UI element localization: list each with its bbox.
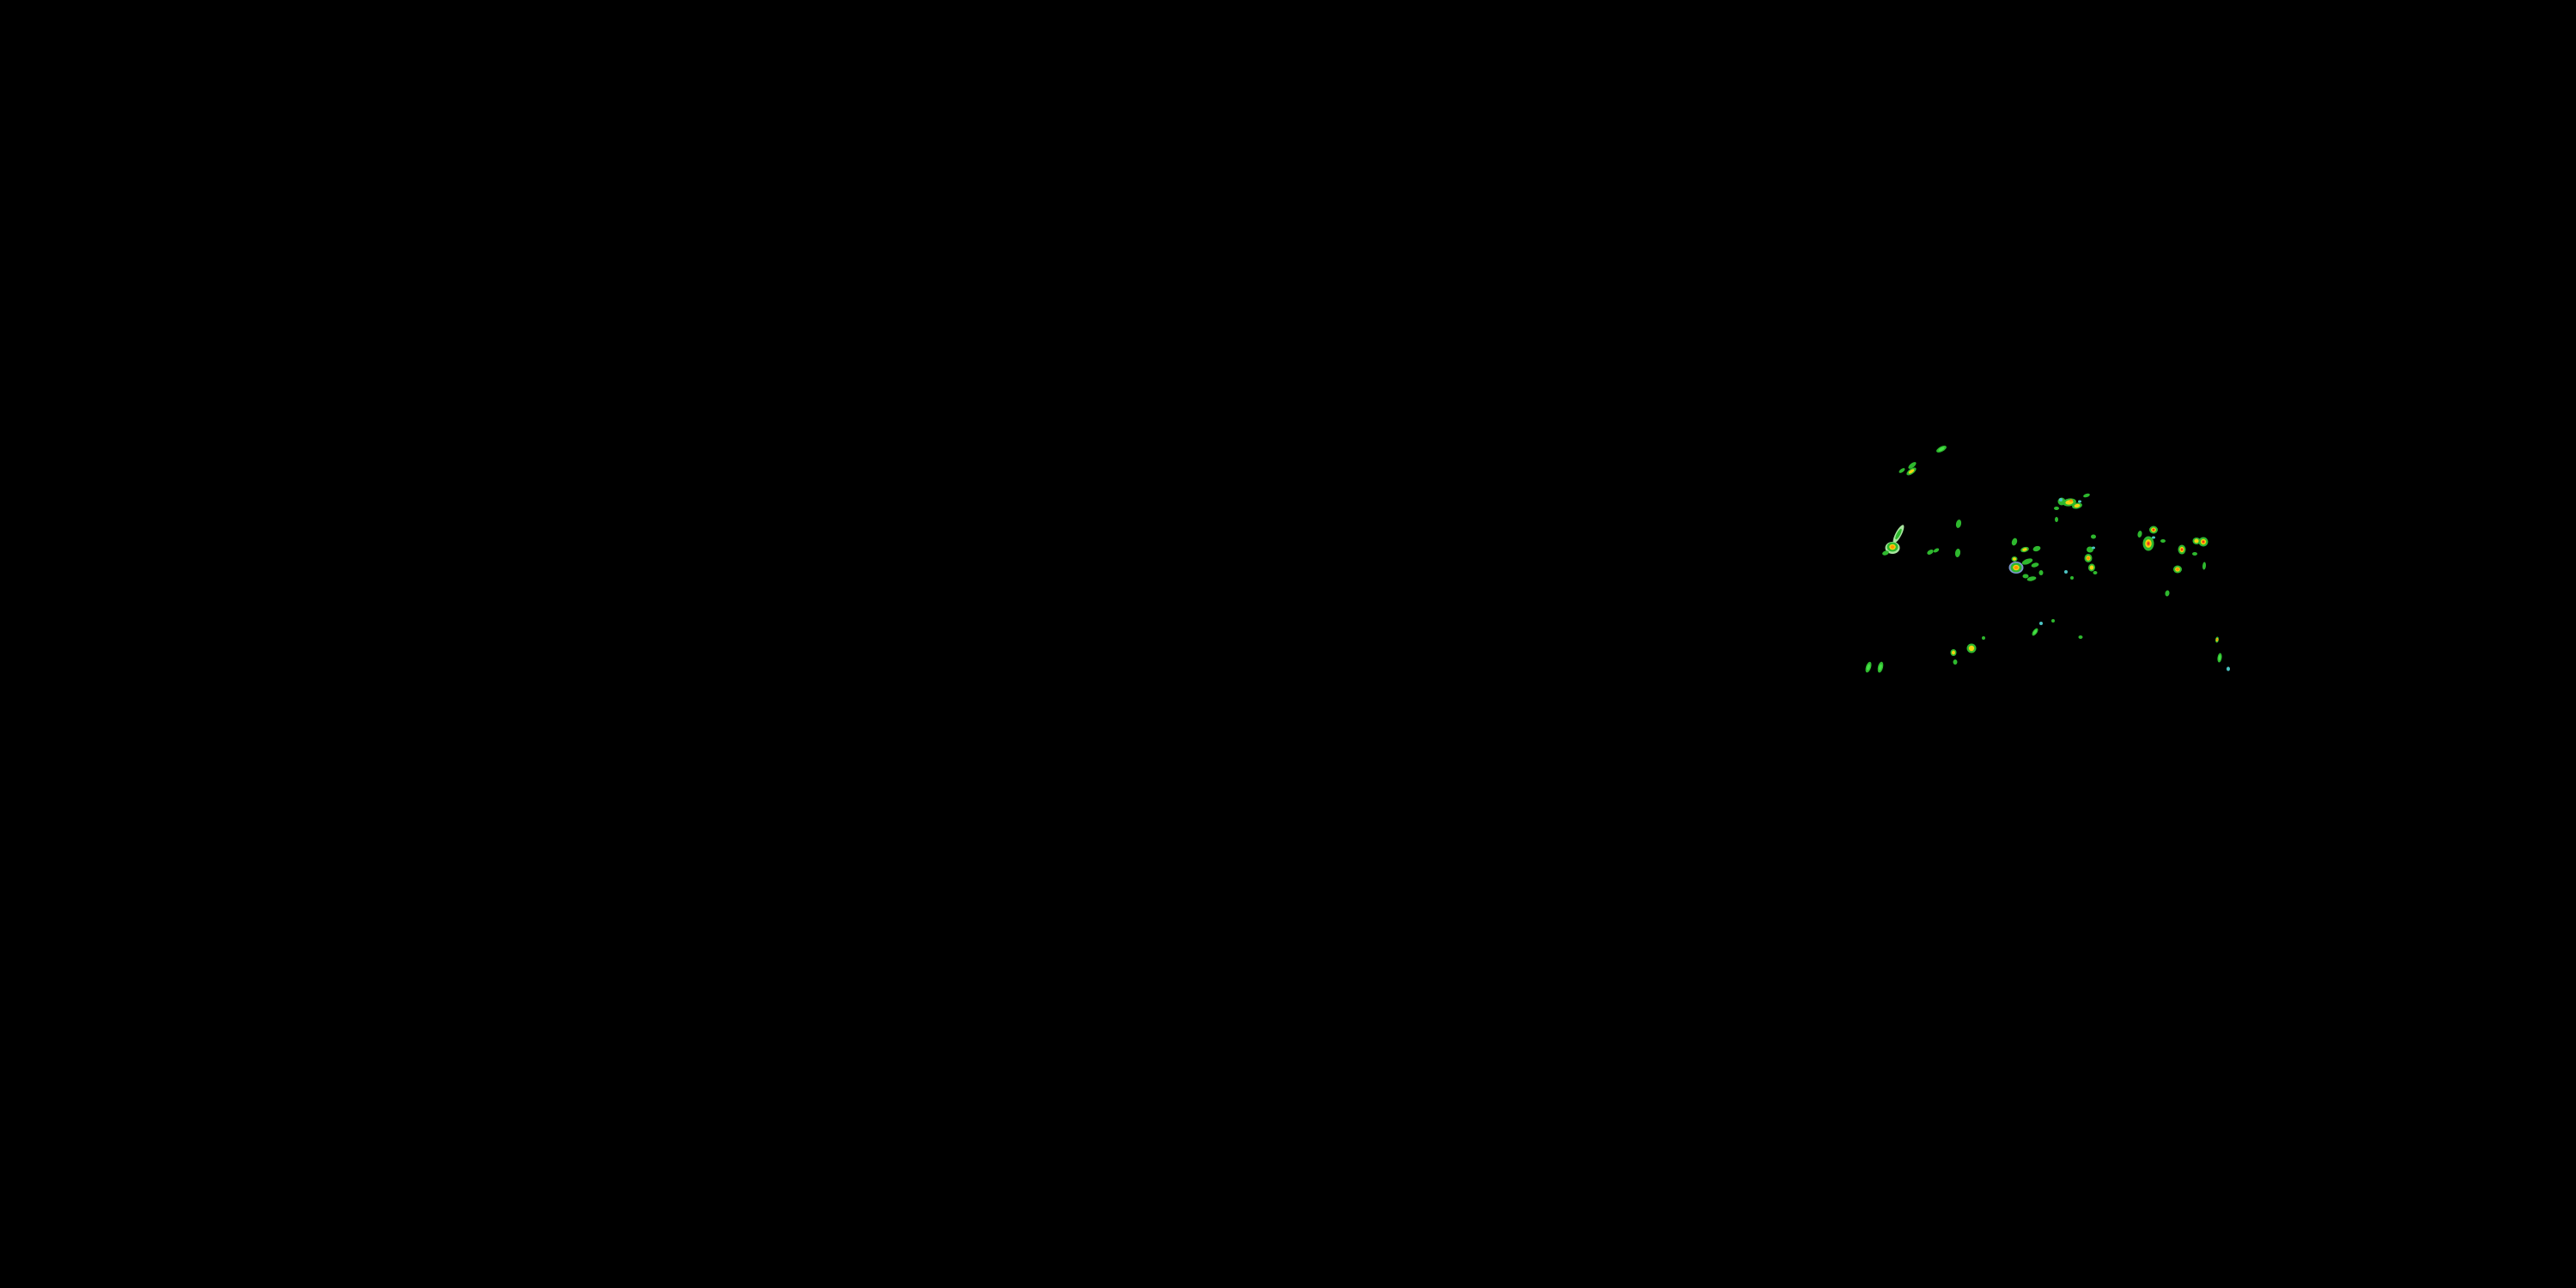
radar-echo bbox=[2054, 507, 2059, 510]
radar-echo bbox=[2011, 556, 2018, 562]
radar-echo bbox=[2055, 517, 2058, 522]
radar-echo bbox=[2227, 666, 2230, 671]
radar-echo bbox=[2084, 554, 2093, 562]
radar-echo bbox=[2038, 570, 2044, 575]
radar-echo bbox=[2064, 570, 2068, 574]
radar-echo bbox=[2152, 536, 2155, 539]
radar-echo bbox=[2020, 546, 2029, 553]
radar-echo bbox=[1950, 649, 1957, 656]
radar-echo bbox=[2178, 544, 2186, 555]
radar-echo bbox=[2051, 619, 2055, 623]
radar-echo bbox=[2165, 590, 2170, 597]
radar-echo bbox=[1886, 542, 1899, 552]
radar-echo bbox=[2039, 622, 2043, 625]
radar-echo bbox=[2010, 562, 2022, 573]
radar-echo bbox=[2078, 500, 2081, 503]
radar-echo bbox=[2137, 531, 2142, 538]
radar-echo bbox=[1877, 661, 1884, 673]
radar-echo bbox=[2032, 628, 2038, 636]
radar-echo bbox=[1927, 550, 1934, 555]
radar-echo bbox=[2093, 571, 2098, 574]
radar-echo bbox=[2070, 576, 2074, 580]
radar-echo bbox=[1954, 549, 1961, 557]
radar-echo bbox=[1882, 550, 1889, 556]
radar-echo bbox=[2026, 576, 2037, 581]
radar-echo bbox=[2072, 502, 2082, 509]
radar-echo bbox=[2087, 563, 2096, 572]
radar-echo bbox=[1933, 548, 1940, 553]
radar-echo bbox=[1893, 525, 1905, 544]
radar-echo bbox=[2091, 534, 2096, 539]
radar-echo bbox=[2217, 653, 2222, 663]
radar-echo bbox=[1906, 467, 1917, 476]
radar-echo bbox=[2149, 526, 2158, 534]
radar-echo bbox=[1908, 462, 1917, 469]
radar-echo bbox=[2215, 636, 2220, 643]
radar-echo bbox=[2142, 536, 2154, 551]
radar-echo bbox=[1899, 468, 1905, 473]
radar-echo bbox=[2092, 546, 2095, 550]
radar-echo bbox=[1982, 636, 1985, 640]
radar-echo bbox=[2192, 538, 2201, 544]
radar-echo bbox=[2011, 538, 2018, 546]
radar-echo bbox=[2021, 558, 2033, 565]
radar-echo bbox=[2087, 546, 2093, 553]
radar-echo bbox=[2022, 574, 2029, 579]
radar-echo bbox=[2069, 499, 2073, 502]
radar-echo bbox=[2202, 562, 2207, 570]
radar-echo bbox=[1953, 659, 1958, 665]
radar-echo bbox=[2083, 493, 2090, 498]
radar-echo bbox=[2031, 562, 2039, 568]
radar-echo-layer bbox=[1865, 445, 2230, 673]
radar-echo bbox=[1865, 661, 1872, 673]
radar-echo bbox=[2059, 498, 2063, 501]
radar-echo bbox=[2032, 545, 2041, 552]
radar-echo bbox=[1955, 519, 1962, 528]
radar-echo bbox=[1936, 445, 1947, 453]
radar-echo bbox=[2160, 539, 2166, 543]
radar-echo bbox=[1966, 643, 1977, 653]
radar-echo bbox=[2192, 552, 2197, 556]
radar-echo bbox=[2198, 537, 2208, 547]
radar-echo bbox=[2173, 565, 2182, 574]
radar-echo bbox=[2078, 635, 2083, 639]
